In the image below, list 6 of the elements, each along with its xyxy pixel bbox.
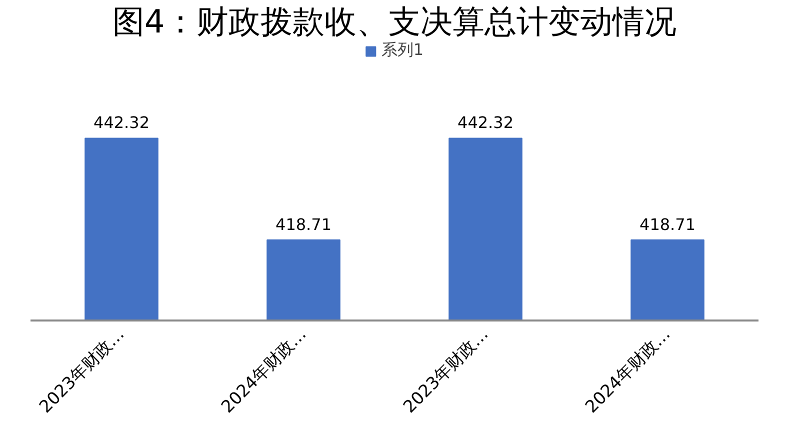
data-label: 418.71 [276, 214, 332, 234]
data-label: 442.32 [94, 113, 150, 132]
data-label: 418.71 [640, 214, 696, 234]
chart-title: 图4：财政拨款收、支决算总计变动情况 [112, 2, 677, 40]
data-label: 442.32 [458, 113, 514, 132]
legend-label: 系列1 [381, 40, 424, 61]
